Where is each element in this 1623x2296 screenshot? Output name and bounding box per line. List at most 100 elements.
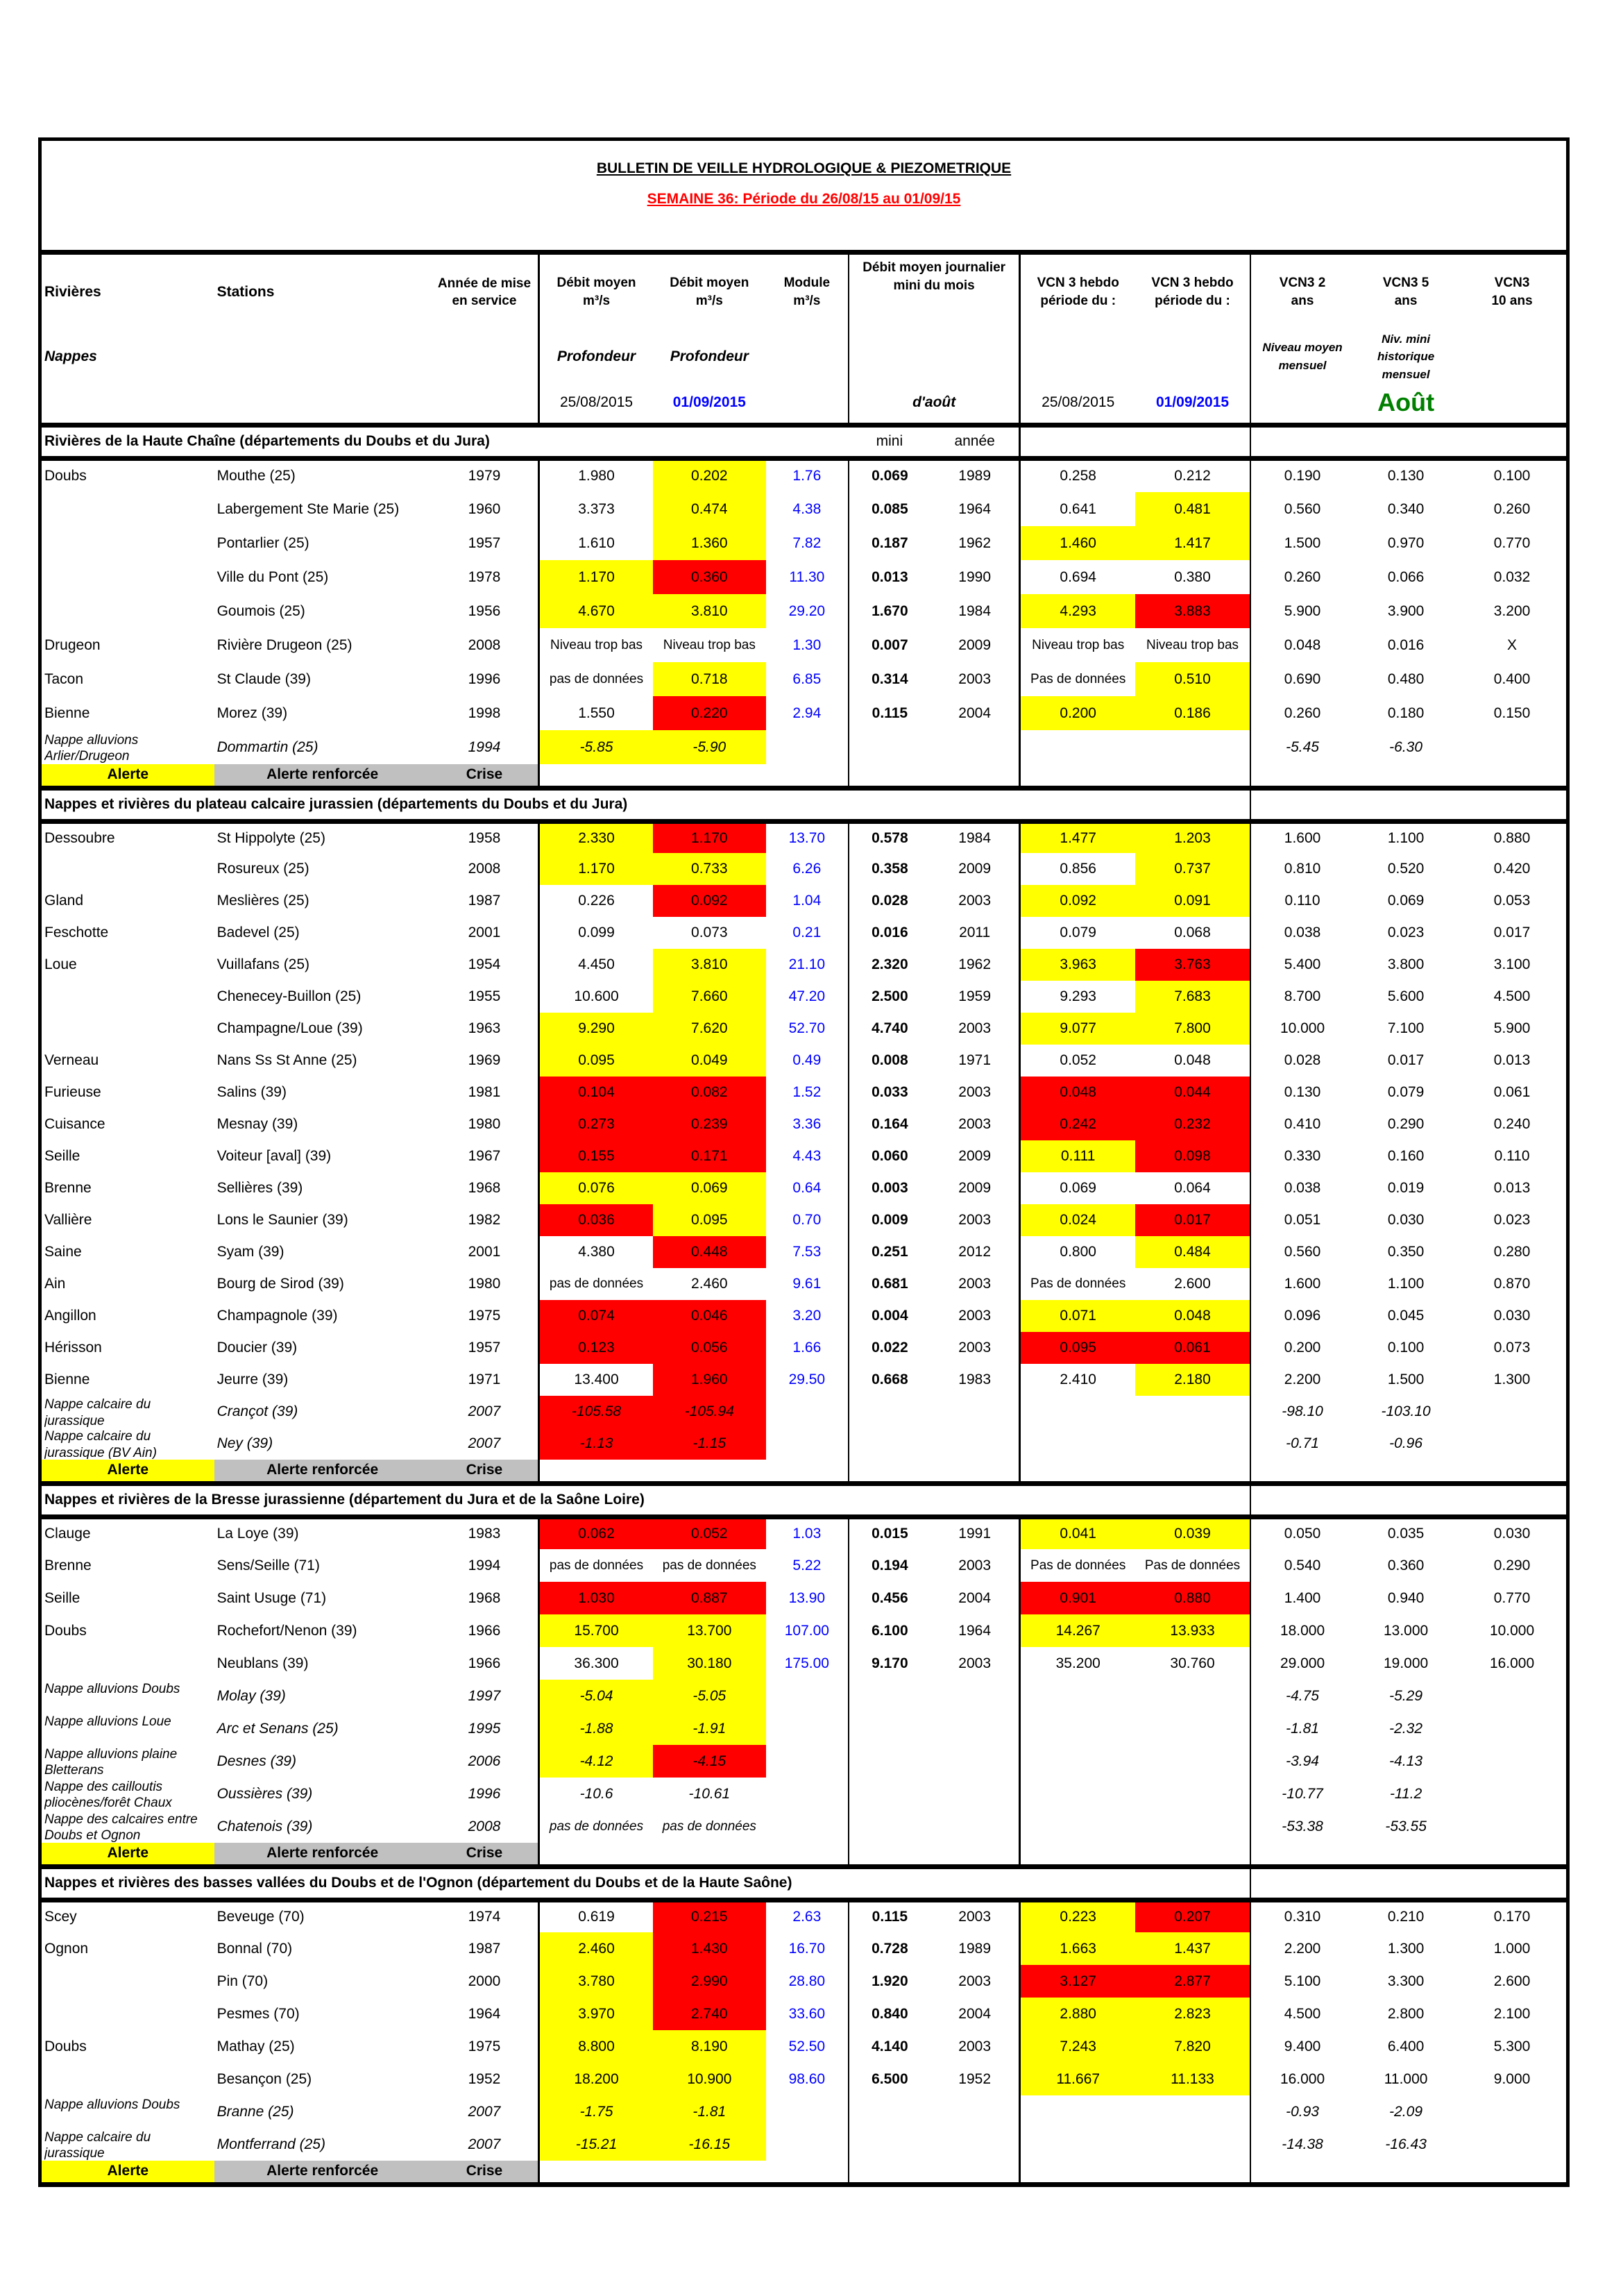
vcn3-5ans: 5.600	[1387, 988, 1425, 1004]
vcn3-5ans: 7.100	[1387, 1020, 1425, 1036]
debit-01-09: 3.810	[652, 594, 766, 628]
nappe-name: Nappe calcaire du jurassique	[40, 2128, 214, 2161]
station-name: Oussières (39)	[216, 1785, 313, 1802]
empty	[1250, 1483, 1568, 1519]
vcn-25-08: 1.477	[1019, 821, 1135, 853]
debit-mini: 0.028	[872, 893, 908, 909]
river-name: Loue	[44, 956, 77, 972]
debit-01-09: 0.171	[652, 1140, 766, 1172]
debit-25-08: 3.780	[538, 1965, 653, 1998]
year-in-service: 1987	[430, 885, 541, 917]
debit-25-08: 2.330	[538, 821, 653, 853]
vcn3-5ans: -2.32	[1389, 1720, 1423, 1737]
vcn-01-09	[1135, 1680, 1252, 1712]
vcn3-10ans: 3.100	[1493, 956, 1531, 972]
vcn-25-08: 0.052	[1060, 1052, 1096, 1068]
table-row: Nappe alluvions Doubs Molay (39) 1997 -5.04…	[40, 1680, 1568, 1712]
debit-25-08: 1.030	[538, 1582, 653, 1614]
module-value	[765, 1680, 849, 1712]
river-name	[40, 560, 214, 594]
debit-mini: 1.920	[872, 1973, 908, 1989]
module-value: 98.60	[765, 2063, 849, 2095]
debit-mini: 0.022	[872, 1340, 908, 1356]
vcn-01-09: 1.437	[1135, 1932, 1252, 1965]
station-name: Lons le Saunier (39)	[216, 1212, 348, 1228]
table-row: Nappe alluvions plaine Bletterans Desnes …	[40, 1745, 1568, 1778]
annee-mini: 1964	[930, 1614, 1021, 1647]
module-value: 16.70	[765, 1932, 849, 1965]
annee-mini: 1984	[930, 821, 1021, 853]
vcn-01-09: 0.484	[1135, 1236, 1252, 1268]
year-in-service: 2007	[430, 1396, 541, 1428]
col-annee: Année de mise en service	[430, 252, 541, 330]
annee-mini: 2004	[930, 696, 1021, 730]
col-vcn-hebdo-1: VCN 3 hebdo période du :	[1037, 275, 1119, 309]
vcn-25-08: 0.071	[1019, 1300, 1135, 1332]
nappe-name-text: Nappe calcaire du jurassique	[44, 2129, 151, 2160]
vcn3-5ans: -2.09	[1389, 2103, 1423, 2120]
vcn-25-08: 0.223	[1019, 1900, 1135, 1932]
station-name: Saint Usuge (71)	[216, 1589, 327, 1606]
annee-mini	[930, 1428, 1021, 1460]
debit-01-09: 0.052	[652, 1517, 766, 1549]
vcn-25-08	[1020, 1396, 1135, 1428]
vcn3-2ans: 0.330	[1284, 1148, 1321, 1164]
year-in-service: 1955	[430, 981, 541, 1013]
vcn-01-09: Pas de données	[1135, 1549, 1252, 1582]
vcn3-5ans: 13.000	[1383, 1622, 1429, 1639]
year-in-service: 1952	[430, 2063, 541, 2095]
vcn3-10ans: X	[1507, 636, 1518, 653]
debit-25-08: 0.095	[538, 1045, 653, 1077]
vcn3-2ans: -53.38	[1282, 1818, 1323, 1834]
year-in-service: 2000	[430, 1965, 541, 1998]
debit-01-09: 1.430	[652, 1932, 766, 1965]
section-header: Nappes et rivières de la Bresse jurassie…	[40, 1483, 1568, 1519]
vcn-25-08: 0.242	[1019, 1108, 1135, 1140]
vcn-25-08: 0.048	[1019, 1077, 1135, 1108]
debit-25-08: 0.062	[538, 1517, 653, 1549]
vcn3-5ans: -4.13	[1389, 1753, 1423, 1769]
year-in-service: 1998	[430, 696, 541, 730]
vcn-25-08: Pas de données	[1030, 671, 1126, 686]
debit-25-08: -15.21	[538, 2128, 653, 2161]
annee-mini: 2004	[930, 1998, 1021, 2030]
river-name: Saine	[44, 1244, 82, 1260]
river-name: Seille	[44, 1589, 80, 1606]
vcn-01-09: Niveau trop bas	[1135, 628, 1252, 662]
table-row: Pesmes (70) 1964 3.970 2.740 33.60 0.840 2004 2…	[40, 1998, 1568, 2030]
vcn-25-08: 9.293	[1060, 988, 1096, 1004]
vcn-01-09: 2.180	[1135, 1364, 1252, 1396]
vcn3-2ans: -0.71	[1286, 1435, 1319, 1451]
vcn-01-09: 7.820	[1135, 2030, 1252, 2063]
vcn-01-09	[1135, 1778, 1252, 1810]
vcn3-2ans: 0.038	[1284, 1180, 1321, 1196]
vcn3-10ans: 0.260	[1493, 500, 1531, 517]
station-name: Arc et Senans (25)	[216, 1720, 339, 1737]
station-name: Meslières (25)	[216, 893, 309, 909]
river-name	[40, 981, 214, 1013]
debit-25-08: 0.226	[578, 893, 615, 909]
annee-mini	[930, 1680, 1021, 1712]
year-in-service: 2008	[430, 1810, 541, 1843]
section-title: Nappes et rivières de la Bresse jurassie…	[40, 1483, 1252, 1519]
debit-mini: 6.500	[872, 2070, 908, 2087]
river-name: Doubs	[44, 2038, 87, 2054]
vcn3-5ans: 19.000	[1383, 1655, 1429, 1671]
table-row: Nappe alluvions Loue Arc et Senans (25) 19…	[40, 1712, 1568, 1745]
year-in-service: 1981	[430, 1077, 541, 1108]
river-name: Brenne	[44, 1557, 92, 1573]
vcn-25-08: 2.410	[1060, 1371, 1096, 1387]
year-in-service: 2007	[430, 1428, 541, 1460]
station-name: Mesnay (39)	[216, 1116, 298, 1132]
debit-mini	[849, 1810, 931, 1843]
debit-01-09: 1.360	[652, 526, 766, 560]
vcn-25-08: 0.069	[1060, 1180, 1096, 1196]
module-value	[765, 2095, 849, 2128]
vcn3-2ans: 0.560	[1284, 1244, 1321, 1260]
annee-mini: 2003	[930, 1549, 1021, 1582]
vcn3-5ans: 0.360	[1387, 1557, 1425, 1573]
vcn-01-09: 0.880	[1135, 1582, 1252, 1614]
debit-01-09: 13.700	[652, 1614, 766, 1647]
vcn3-5ans: 0.019	[1387, 1180, 1425, 1196]
station-name: Chenecey-Buillon (25)	[216, 988, 362, 1004]
